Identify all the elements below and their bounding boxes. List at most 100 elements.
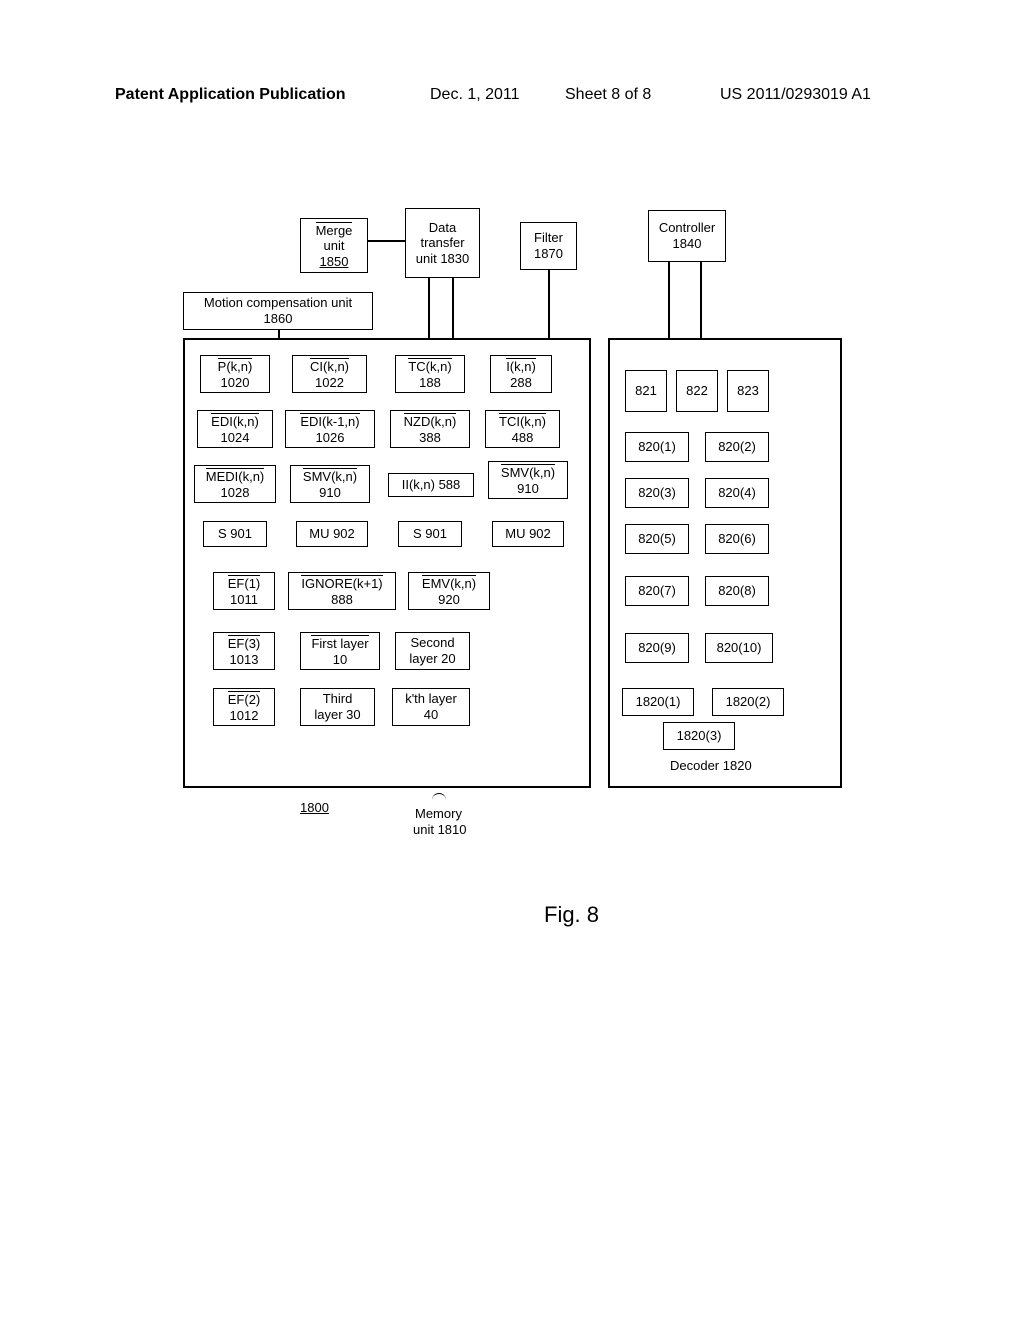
mem-S901-b-l1: S 901 — [413, 526, 447, 542]
mem-SMV-kn-b-l2: 910 — [517, 481, 539, 497]
dec-820-5-l: 820(5) — [638, 531, 676, 547]
mem-EF2-l2: 1012 — [230, 708, 259, 724]
dec-820-9-l: 820(9) — [638, 640, 676, 656]
mem-first-layer: First layer 10 — [300, 632, 380, 670]
mem-EF3-l1: EF(3) — [228, 635, 261, 652]
dec-820-7-l: 820(7) — [638, 583, 676, 599]
dec-820-1: 820(1) — [625, 432, 689, 462]
dec-822-l: 822 — [686, 383, 708, 399]
leader-arc-icon — [432, 793, 446, 803]
mem-second-layer-l2: layer 20 — [409, 651, 455, 667]
dec-1820-1-l: 1820(1) — [636, 694, 681, 710]
mem-S901-a-l1: S 901 — [218, 526, 252, 542]
dec-820-10-l: 820(10) — [717, 640, 762, 656]
mem-IGNORE-l1: IGNORE(k+1) — [301, 575, 382, 592]
dec-823-l: 823 — [737, 383, 759, 399]
mem-EDI-kn-l1: EDI(k,n) — [211, 413, 259, 430]
decoder-label: Decoder 1820 — [670, 758, 752, 773]
mem-MEDI-kn: MEDI(k,n) 1028 — [194, 465, 276, 503]
connector-dtu-down-2 — [452, 278, 454, 338]
patent-page: Patent Application Publication Dec. 1, 2… — [0, 0, 1024, 1320]
dec-820-9: 820(9) — [625, 633, 689, 663]
mem-TC-kn-l1: TC(k,n) — [408, 358, 451, 375]
memory-label-1: Memory — [415, 806, 462, 821]
mem-I-kn-l1: I(k,n) — [506, 358, 536, 375]
mem-third-layer-l1: Third — [323, 691, 353, 707]
mem-SMV-kn-b-l1: SMV(k,n) — [501, 464, 555, 481]
mem-EF1-l1: EF(1) — [228, 575, 261, 592]
filter-l2: 1870 — [534, 246, 563, 262]
merge-unit-box: Merge unit 1850 — [300, 218, 368, 273]
mem-first-layer-l2: 10 — [333, 652, 347, 668]
mem-EF2-l1: EF(2) — [228, 691, 261, 708]
ctrl-l2: 1840 — [673, 236, 702, 252]
mem-EDI-km1n: EDI(k-1,n) 1026 — [285, 410, 375, 448]
figure-label: Fig. 8 — [544, 902, 599, 928]
dec-820-4: 820(4) — [705, 478, 769, 508]
mem-S901-a: S 901 — [203, 521, 267, 547]
mem-TCI-kn-l1: TCI(k,n) — [499, 413, 546, 430]
mem-SMV-kn-a-l2: 910 — [319, 485, 341, 501]
filter-l1: Filter — [534, 230, 563, 246]
header-pubno: US 2011/0293019 A1 — [720, 86, 871, 104]
merge-l3: 1850 — [320, 254, 349, 270]
dec-820-2: 820(2) — [705, 432, 769, 462]
mem-SMV-kn-a-l1: SMV(k,n) — [303, 468, 357, 485]
dec-1820-3-l: 1820(3) — [677, 728, 722, 744]
merge-l2: unit — [324, 238, 345, 254]
mem-EF1-l2: 1011 — [230, 592, 258, 608]
controller-box: Controller 1840 — [648, 210, 726, 262]
filter-box: Filter 1870 — [520, 222, 577, 270]
connector-filter-down — [548, 270, 550, 338]
dec-821: 821 — [625, 370, 667, 412]
mem-CI-kn-l1: CI(k,n) — [310, 358, 349, 375]
dec-822: 822 — [676, 370, 718, 412]
mem-TC-kn-l2: 188 — [419, 375, 441, 391]
mcu-l1: Motion compensation unit — [204, 295, 352, 311]
dec-821-l: 821 — [635, 383, 657, 399]
dec-820-7: 820(7) — [625, 576, 689, 606]
mem-IGNORE: IGNORE(k+1) 888 — [288, 572, 396, 610]
dtu-l2: transfer — [420, 235, 464, 251]
mem-P-kn-l2: 1020 — [221, 375, 250, 391]
mem-I-kn-l2: 288 — [510, 375, 532, 391]
mem-SMV-kn-b: SMV(k,n) 910 — [488, 461, 568, 499]
header-sheet: Sheet 8 of 8 — [565, 86, 651, 104]
mem-EDI-km1n-l1: EDI(k-1,n) — [300, 413, 359, 430]
mem-SMV-kn-a: SMV(k,n) 910 — [290, 465, 370, 503]
header-date: Dec. 1, 2011 — [430, 86, 520, 104]
mem-EDI-kn: EDI(k,n) 1024 — [197, 410, 273, 448]
dec-1820-3: 1820(3) — [663, 722, 735, 750]
mem-II-kn-l1: II(k,n) 588 — [402, 477, 461, 493]
mem-kth-layer: k'th layer 40 — [392, 688, 470, 726]
mem-EDI-kn-l2: 1024 — [221, 430, 250, 446]
mem-EMV: EMV(k,n) 920 — [408, 572, 490, 610]
mem-kth-layer-l2: 40 — [424, 707, 438, 723]
mem-MU902-a-l1: MU 902 — [309, 526, 355, 542]
dec-820-2-l: 820(2) — [718, 439, 756, 455]
mem-I-kn: I(k,n) 288 — [490, 355, 552, 393]
mem-S901-b: S 901 — [398, 521, 462, 547]
dec-823: 823 — [727, 370, 769, 412]
mem-EMV-l1: EMV(k,n) — [422, 575, 476, 592]
mem-second-layer: Second layer 20 — [395, 632, 470, 670]
connector-ctrl-down-2 — [700, 262, 702, 338]
mem-EMV-l2: 920 — [438, 592, 460, 608]
dec-820-8: 820(8) — [705, 576, 769, 606]
ref-1800: 1800 — [300, 800, 329, 815]
header-publication: Patent Application Publication — [115, 86, 346, 104]
mem-MEDI-kn-l1: MEDI(k,n) — [206, 468, 265, 485]
mem-first-layer-l1: First layer — [311, 635, 368, 652]
mem-II-kn: II(k,n) 588 — [388, 473, 474, 497]
dec-820-3: 820(3) — [625, 478, 689, 508]
connector-dtu-down-1 — [428, 278, 430, 338]
mem-third-layer: Third layer 30 — [300, 688, 375, 726]
mem-MU902-b: MU 902 — [492, 521, 564, 547]
dec-1820-1: 1820(1) — [622, 688, 694, 716]
dec-1820-2: 1820(2) — [712, 688, 784, 716]
connector-merge-dtu — [368, 240, 405, 242]
mem-TCI-kn: TCI(k,n) 488 — [485, 410, 560, 448]
mem-CI-kn: CI(k,n) 1022 — [292, 355, 367, 393]
dec-820-1-l: 820(1) — [638, 439, 676, 455]
mem-EF1: EF(1) 1011 — [213, 572, 275, 610]
